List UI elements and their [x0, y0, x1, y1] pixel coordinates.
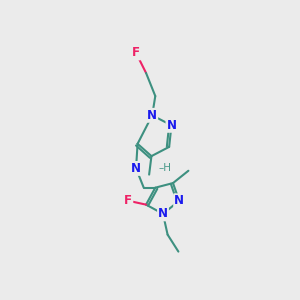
- Text: N: N: [167, 119, 176, 132]
- Text: N: N: [131, 162, 141, 175]
- Text: F: F: [124, 194, 132, 207]
- Text: F: F: [132, 46, 140, 59]
- Text: N: N: [158, 207, 168, 220]
- Text: –H: –H: [158, 164, 171, 173]
- Text: N: N: [147, 109, 157, 122]
- Text: N: N: [174, 194, 184, 207]
